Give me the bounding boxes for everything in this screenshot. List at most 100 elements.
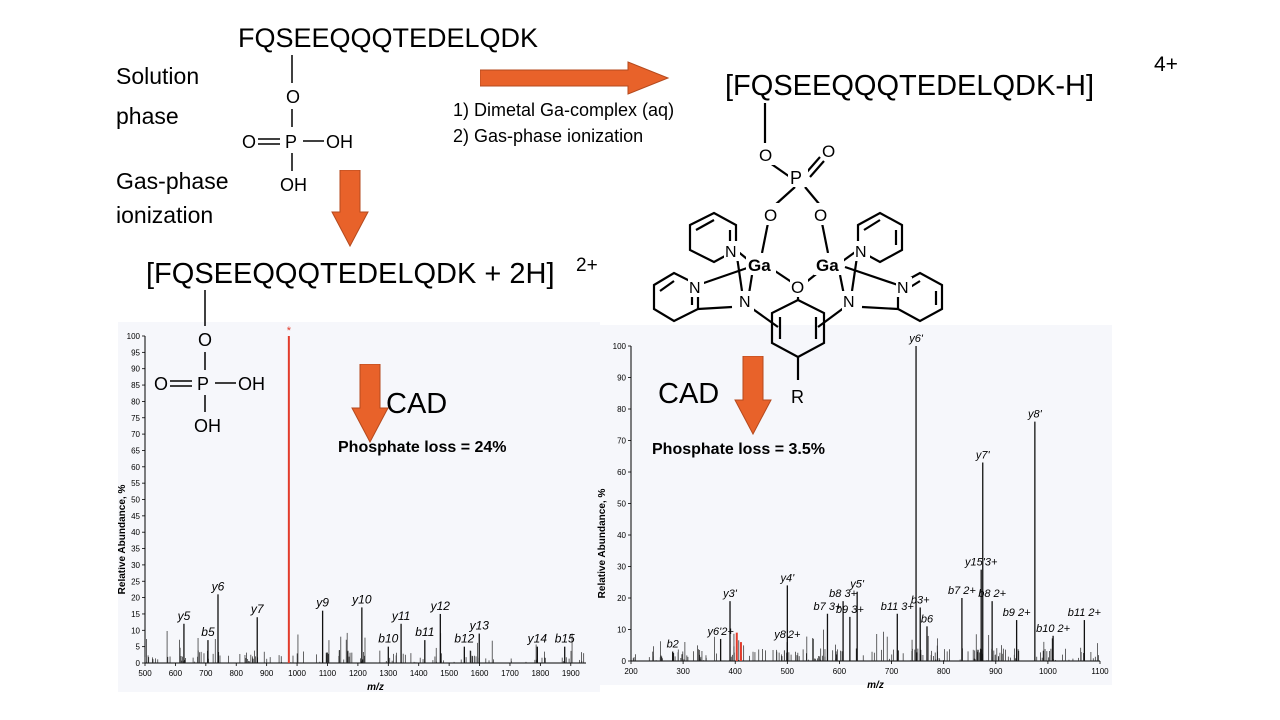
x-tick-label: 900 <box>989 667 1003 676</box>
complex-ga-right: Ga <box>816 256 839 275</box>
y-tick-label: 40 <box>617 531 626 540</box>
down-arrow-icon <box>331 170 369 248</box>
peak-label: y8' <box>1027 409 1043 421</box>
phosphate-o-top: O <box>286 87 300 107</box>
y-tick-label: 30 <box>131 561 140 570</box>
x-tick-label: 1900 <box>562 669 580 678</box>
peak-label: y5 <box>177 609 191 623</box>
peak-label: b10 2+ <box>1036 623 1071 635</box>
complex-n-1: N <box>725 244 737 261</box>
gas-phase-label-line1: Gas-phase <box>116 168 229 194</box>
complex-o-2: O <box>822 142 835 161</box>
solution-phase-label-line1: Solution <box>116 63 200 89</box>
y-tick-label: 90 <box>131 365 140 374</box>
left-spectrum-panel <box>118 322 600 692</box>
phosphate-left-oh-bottom: OH <box>194 416 221 436</box>
y-tick-label: 40 <box>131 528 140 537</box>
x-tick-label: 400 <box>729 667 743 676</box>
x-tick-label: 500 <box>781 667 795 676</box>
peak-label: y6' <box>908 333 924 345</box>
x-axis-title: m/z <box>367 682 384 693</box>
y-tick-label: 35 <box>131 545 140 554</box>
complex-n-6: N <box>843 294 855 311</box>
x-tick-label: 1600 <box>471 669 489 678</box>
phosphate-oh-bottom: OH <box>280 175 307 195</box>
left-ion-charge: 2+ <box>576 255 598 276</box>
peak-label: b15 <box>555 632 575 646</box>
peak-label: b8 3+ <box>829 588 857 600</box>
gas-phase-label-line2: ionization <box>116 202 214 228</box>
peak-label: y7' <box>975 450 991 462</box>
peak-label: b11 3+ <box>881 601 915 613</box>
x-tick-label: 1100 <box>1091 667 1109 676</box>
complex-n-4: N <box>897 280 909 297</box>
peak-label: y8'2+ <box>773 629 801 641</box>
highlight-marker: * <box>287 325 292 337</box>
y-tick-label: 10 <box>617 626 626 635</box>
peak-label: y15'3+ <box>964 557 998 569</box>
peak-label: y6'2+ <box>706 626 734 638</box>
peak-label: y7 <box>250 602 265 616</box>
right-ion-charge: 4+ <box>1154 53 1178 76</box>
peak-label: b12 <box>454 632 474 646</box>
x-tick-label: 500 <box>138 669 152 678</box>
step-1: 1) Dimetal Ga-complex (aq) <box>453 100 675 120</box>
y-tick-label: 30 <box>617 563 626 572</box>
peak-label: y11 <box>391 609 410 623</box>
peak-label: b7 2+ <box>948 585 976 597</box>
peak-label: b7 3+ <box>814 601 842 613</box>
complex-o-bridge: O <box>791 278 804 297</box>
peak-label: b11 <box>415 625 434 639</box>
x-tick-label: 1700 <box>501 669 519 678</box>
y-tick-label: 55 <box>131 479 140 488</box>
peak-label: b9 3+ <box>836 604 864 616</box>
complex-o-4: O <box>814 206 827 225</box>
peptide-sequence: FQSEEQQQTEDELQDK <box>238 23 539 53</box>
y-tick-label: 100 <box>127 332 141 341</box>
y-tick-label: 5 <box>136 643 141 652</box>
y-tick-label: 95 <box>131 348 140 357</box>
right-spectrum-panel <box>597 325 1112 685</box>
x-tick-label: 600 <box>169 669 183 678</box>
phosphate-loss-right: Phosphate loss = 3.5% <box>652 441 825 458</box>
y-tick-label: 80 <box>617 405 626 414</box>
x-tick-label: 800 <box>230 669 244 678</box>
complex-o-3: O <box>764 206 777 225</box>
right-spectrum-chart: 0 10 20 30 40 50 60 70 80 90 100 200 300 400 500 600 700… <box>597 333 1109 691</box>
complex-p: P <box>790 168 802 188</box>
x-tick-label: 1000 <box>1039 667 1057 676</box>
x-tick-label: 1800 <box>531 669 549 678</box>
y-tick-label: 20 <box>131 594 140 603</box>
cad-right: CAD <box>658 378 720 410</box>
peak-label: y3' <box>722 588 738 600</box>
x-tick-label: 1500 <box>440 669 458 678</box>
x-tick-label: 1400 <box>410 669 428 678</box>
phosphate-loss-left: Phosphate loss = 24% <box>338 439 507 456</box>
y-tick-label: 20 <box>617 594 626 603</box>
y-tick-label: 65 <box>131 446 140 455</box>
y-tick-label: 15 <box>131 610 140 619</box>
phosphate-o-double: O <box>242 132 256 152</box>
y-tick-label: 85 <box>131 381 140 390</box>
phosphate-group-left: O O P OH OH <box>154 290 265 436</box>
y-tick-label: 75 <box>131 414 140 423</box>
left-ion-formula: [FQSEEQQQTEDELQDK + 2H] <box>146 258 555 290</box>
peak-label: b3+ <box>911 594 930 606</box>
y-axis-title: Relative Abundance, % <box>597 489 608 599</box>
y-tick-label: 45 <box>131 512 140 521</box>
dimetal-ga-complex-structure: P O O O O Ga Ga O N N N N N N R <box>652 103 944 407</box>
peak-label: y14 <box>527 632 548 646</box>
peak-label: b5 <box>201 625 215 639</box>
cad-left: CAD <box>386 388 448 420</box>
peak-label: b9 2+ <box>1003 607 1031 619</box>
complex-n-5: N <box>739 294 751 311</box>
y-tick-label: 60 <box>131 463 140 472</box>
x-tick-label: 1000 <box>288 669 306 678</box>
complex-n-2: N <box>855 244 867 261</box>
phosphate-left-oh-right: OH <box>238 374 265 394</box>
x-tick-label: 200 <box>624 667 638 676</box>
x-tick-label: 300 <box>676 667 690 676</box>
peak-label: y5' <box>849 579 865 591</box>
x-tick-label: 800 <box>937 667 951 676</box>
left-spectrum-chart: 0 5 10 15 20 25 30 35 40 45 50 55 60 65 70 75 80 85 90 95 10… <box>118 325 586 693</box>
